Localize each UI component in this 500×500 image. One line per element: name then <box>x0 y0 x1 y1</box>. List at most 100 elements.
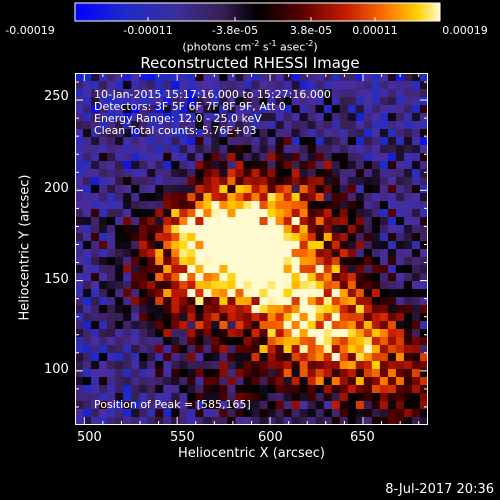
heatmap-cell <box>363 305 373 314</box>
heatmap-cell <box>195 297 204 306</box>
heatmap-cell <box>155 97 164 106</box>
heatmap-cell <box>283 217 293 226</box>
heatmap-cell <box>403 353 413 362</box>
heatmap-cell <box>131 401 140 410</box>
heatmap-cell <box>387 233 397 242</box>
heatmap-cell <box>387 321 397 330</box>
heatmap-cell <box>259 369 269 378</box>
heatmap-cell <box>291 145 301 154</box>
heatmap-cell <box>203 129 212 138</box>
heatmap-cell <box>251 81 261 90</box>
heatmap-cell <box>83 281 92 290</box>
heatmap-cell <box>283 273 293 282</box>
heatmap-cell <box>259 289 269 298</box>
heatmap-cell <box>291 337 301 346</box>
heatmap-cell <box>331 185 341 194</box>
heatmap-cell <box>163 313 172 322</box>
heatmap-cell <box>267 273 277 282</box>
heatmap-cell <box>331 377 341 386</box>
heatmap-cell <box>75 193 84 202</box>
heatmap-cell <box>419 73 428 82</box>
heatmap-cell <box>419 129 428 138</box>
heatmap-cell <box>107 273 116 282</box>
heatmap-cell <box>75 281 84 290</box>
heatmap-cell <box>331 209 341 218</box>
heatmap-cell <box>275 265 285 274</box>
heatmap-cell <box>179 369 188 378</box>
heatmap-cell <box>379 169 389 178</box>
heatmap-cell <box>371 313 381 322</box>
heatmap-cell <box>299 169 309 178</box>
heatmap-cell <box>299 153 309 162</box>
heatmap-cell <box>123 313 132 322</box>
heatmap-cell <box>195 113 204 122</box>
heatmap-cell <box>139 121 148 130</box>
heatmap-cell <box>163 409 172 418</box>
heatmap-cell <box>83 393 92 402</box>
heatmap-cell <box>347 377 357 386</box>
heatmap-cell <box>155 185 164 194</box>
heatmap-cell <box>411 249 421 258</box>
heatmap-cell <box>267 369 277 378</box>
heatmap-cell <box>363 257 373 266</box>
heatmap-cell <box>347 385 357 394</box>
heatmap-cell <box>307 305 317 314</box>
heatmap-cell <box>83 297 92 306</box>
heatmap-cell <box>115 169 124 178</box>
heatmap-cell <box>307 105 317 114</box>
heatmap-cell <box>171 417 180 425</box>
heatmap-cell <box>403 305 413 314</box>
heatmap-cell <box>219 377 229 386</box>
heatmap-cell <box>131 105 140 114</box>
heatmap-cell <box>115 281 124 290</box>
heatmap-cell <box>187 353 196 362</box>
heatmap-cell <box>339 89 349 98</box>
heatmap-cell <box>235 361 245 370</box>
heatmap-cell <box>275 313 285 322</box>
heatmap-cell <box>283 137 293 146</box>
heatmap-cell <box>323 401 333 410</box>
heatmap-cell <box>259 161 269 170</box>
heatmap-cell <box>179 257 188 266</box>
heatmap-cell <box>331 385 341 394</box>
heatmap-cell <box>283 409 293 418</box>
heatmap-cell <box>411 105 421 114</box>
heatmap-cell <box>387 297 397 306</box>
x-tick-label: 550 <box>170 430 195 445</box>
heatmap-cell <box>179 409 188 418</box>
heatmap-cell <box>323 161 333 170</box>
heatmap-cell <box>83 121 92 130</box>
heatmap-cell <box>219 233 229 242</box>
heatmap-cell <box>395 89 405 98</box>
chart-title: Reconstructed RHESSI Image <box>140 54 360 72</box>
heatmap-cell <box>155 209 164 218</box>
heatmap-cell <box>259 73 269 82</box>
heatmap-cell <box>243 377 253 386</box>
heatmap-cell <box>339 105 349 114</box>
heatmap-cell <box>347 105 357 114</box>
heatmap-cell <box>387 289 397 298</box>
heatmap-cell <box>275 225 285 234</box>
heatmap-cell <box>147 377 156 386</box>
heatmap-cell <box>371 89 381 98</box>
heatmap-cell <box>283 193 293 202</box>
heatmap-cell <box>395 225 405 234</box>
heatmap-cell <box>171 321 180 330</box>
heatmap-cell <box>75 337 84 346</box>
heatmap-cell <box>347 345 357 354</box>
annotation-time-range: 10-Jan-2015 15:17:16.000 to 15:27:16.000 <box>94 88 331 101</box>
heatmap-cell <box>235 129 245 138</box>
heatmap-cell <box>235 345 245 354</box>
heatmap-cell <box>395 377 405 386</box>
heatmap-cell <box>235 249 245 258</box>
heatmap-cell <box>355 97 365 106</box>
heatmap-cell <box>179 193 188 202</box>
heatmap-cell <box>203 97 212 106</box>
heatmap-cell <box>123 305 132 314</box>
heatmap-cell <box>211 369 221 378</box>
heatmap-cell <box>419 169 428 178</box>
heatmap-cell <box>131 265 140 274</box>
heatmap-cell <box>155 353 164 362</box>
heatmap-cell <box>299 233 309 242</box>
heatmap-cell <box>339 121 349 130</box>
